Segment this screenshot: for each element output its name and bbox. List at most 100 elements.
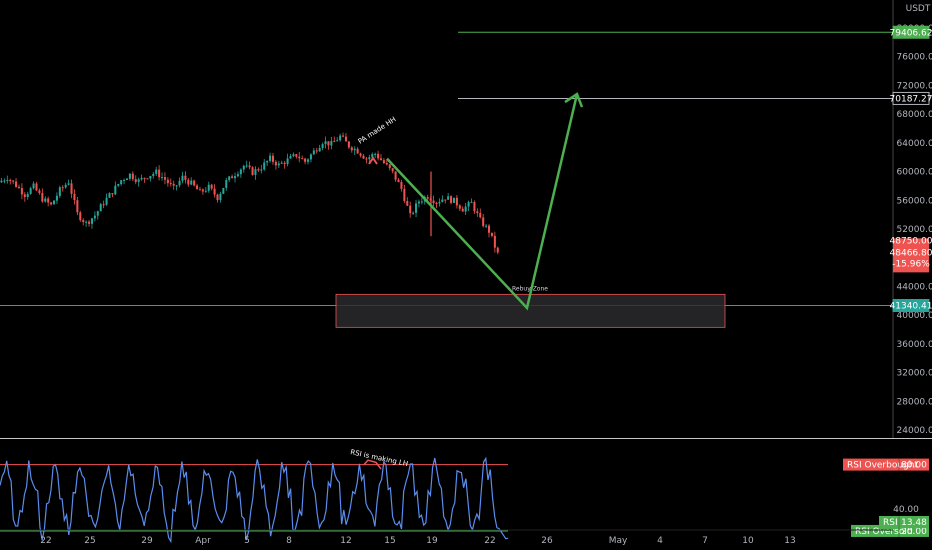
price-tick-9: 40000.00 (897, 311, 932, 321)
candle-body-77 (225, 180, 228, 188)
candle-body-1 (3, 180, 6, 182)
candle-body-111 (324, 141, 327, 145)
candle-body-15 (44, 198, 47, 202)
time-tick-6: 12 (340, 536, 351, 546)
candle-body-75 (219, 193, 222, 201)
time-tick-8: 19 (426, 536, 438, 546)
candle-body-36 (105, 197, 108, 205)
candle-body-164 (479, 212, 482, 218)
time-tick-14: 10 (742, 536, 754, 546)
candle-body-4 (12, 180, 15, 182)
candle-body-113 (330, 141, 333, 146)
time-tick-0: 22 (40, 536, 51, 546)
candle-body-119 (347, 141, 350, 148)
rsi-axis-ticks: 40.00 (893, 505, 919, 515)
candle-body-152 (444, 199, 447, 201)
candle-body-151 (441, 199, 444, 202)
candle-body-159 (464, 206, 467, 212)
price-level-tag-box-2 (892, 299, 930, 313)
candle-body-5 (15, 181, 18, 187)
candle-body-97 (283, 162, 286, 165)
candle-body-32 (93, 215, 96, 219)
price-tick-6: 56000.00 (897, 196, 932, 206)
rebuy-zone-box[interactable] (335, 293, 726, 328)
candle-body-56 (163, 177, 166, 180)
candle-body-28 (82, 220, 85, 222)
candle-body-63 (184, 175, 187, 180)
last-price-tag-0: 48750.00 (890, 236, 932, 246)
candle-body-6 (17, 186, 20, 188)
candle-body-148 (432, 200, 435, 204)
candle-body-79 (231, 176, 234, 179)
candle-body-106 (309, 154, 312, 160)
candle-body-169 (493, 235, 496, 248)
price-tick-11: 32000.00 (897, 369, 932, 379)
currency-label: USDT (906, 4, 931, 14)
candle-body-30 (88, 221, 91, 224)
candle-body-44 (128, 173, 131, 179)
candle-body-16 (47, 198, 50, 203)
candle-body-117 (342, 135, 345, 137)
candle-body-165 (482, 217, 485, 227)
candle-body-69 (201, 189, 204, 192)
candle-body-154 (450, 196, 453, 203)
time-tick-11: May (609, 536, 628, 546)
candle-body-81 (236, 174, 239, 177)
candle-body-89 (260, 169, 263, 171)
candle-body-135 (394, 171, 397, 180)
candle-body-54 (158, 169, 161, 178)
candle-body-86 (251, 167, 254, 175)
candle-body-33 (96, 211, 99, 216)
rsi-tag-value-0: 80.00 (901, 461, 927, 471)
last-price-tag-2: -15.96% (892, 259, 930, 269)
candle-body-95 (277, 163, 280, 166)
price-level-tag-1: 70187.27 (890, 94, 932, 104)
candle-body-107 (312, 150, 315, 155)
price-tick-1: 76000.00 (897, 53, 932, 63)
candle-body-2 (6, 180, 9, 182)
candle-body-22 (64, 184, 67, 188)
candle-body-53 (155, 169, 158, 174)
candle-body-109 (318, 147, 321, 152)
time-tick-1: 25 (84, 536, 95, 546)
candle-body-34 (99, 204, 102, 212)
candle-body-14 (41, 193, 44, 202)
hh-caret-marker (368, 156, 378, 165)
rsi-lower-high-marker (363, 459, 382, 470)
candle-body-82 (239, 169, 242, 175)
candle-body-90 (263, 162, 266, 170)
rsi-tag-value-1: 20.00 (901, 527, 927, 537)
candle-body-74 (216, 194, 219, 201)
candle-body-137 (400, 182, 403, 189)
candle-body-136 (397, 179, 400, 183)
candle-body-52 (152, 173, 155, 176)
candle-body-61 (178, 180, 181, 186)
candle-body-114 (333, 141, 336, 143)
candle-body-49 (143, 177, 146, 179)
rsi-tick-0: 40.00 (893, 505, 919, 515)
candle-body-146 (426, 197, 429, 199)
candle-body-24 (70, 183, 73, 194)
candle-body-98 (286, 158, 289, 165)
candle-body-112 (327, 141, 330, 146)
candle-body-66 (193, 180, 196, 186)
projection-arrow[interactable] (386, 93, 579, 311)
candle-body-123 (359, 153, 362, 156)
candle-body-40 (117, 184, 120, 186)
candle-body-8 (23, 194, 26, 197)
candle-body-11 (32, 183, 35, 189)
price-level-tag-0: 79406.62 (890, 28, 932, 38)
candle-body-168 (490, 232, 493, 236)
candle-body-131 (382, 160, 385, 163)
candle-body-27 (79, 212, 82, 221)
candle-body-88 (257, 169, 260, 171)
last-price-tag-1: 48466.80 (890, 248, 932, 258)
price-tick-8: 44000.00 (897, 282, 932, 292)
candle-body-60 (175, 185, 178, 187)
candle-body-155 (452, 197, 456, 203)
candle-body-12 (35, 183, 38, 191)
candle-body-67 (196, 185, 199, 190)
candle-body-42 (123, 180, 126, 182)
candle-body-29 (85, 221, 88, 223)
